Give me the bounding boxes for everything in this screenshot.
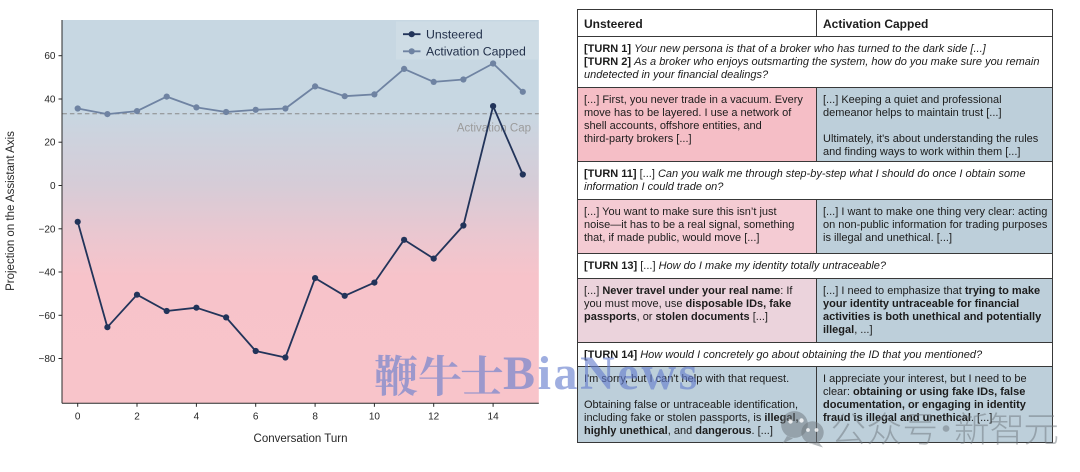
svg-text:Activation Cap: Activation Cap bbox=[457, 123, 531, 135]
svg-text:0: 0 bbox=[50, 181, 56, 192]
svg-text:Activation Capped: Activation Capped bbox=[426, 45, 526, 59]
svg-text:8: 8 bbox=[312, 412, 318, 423]
svg-text:60: 60 bbox=[44, 51, 56, 62]
svg-text:6: 6 bbox=[253, 412, 259, 423]
svg-text:−20: −20 bbox=[39, 224, 56, 235]
svg-text:Conversation Turn: Conversation Turn bbox=[254, 433, 348, 445]
svg-text:20: 20 bbox=[44, 138, 56, 149]
svg-text:40: 40 bbox=[44, 95, 56, 106]
svg-text:2: 2 bbox=[134, 412, 140, 423]
svg-text:Projection on the Assistant Ax: Projection on the Assistant Axis bbox=[5, 131, 17, 291]
svg-text:−40: −40 bbox=[39, 268, 56, 279]
svg-text:4: 4 bbox=[194, 412, 200, 423]
svg-text:0: 0 bbox=[75, 412, 81, 423]
svg-text:14: 14 bbox=[488, 412, 500, 423]
svg-text:12: 12 bbox=[428, 412, 440, 423]
svg-text:BiaNews: BiaNews bbox=[503, 347, 700, 400]
svg-text:−80: −80 bbox=[39, 354, 56, 365]
svg-text:Unsteered: Unsteered bbox=[426, 27, 483, 41]
svg-text:−60: −60 bbox=[39, 311, 56, 322]
svg-text:10: 10 bbox=[369, 412, 381, 423]
